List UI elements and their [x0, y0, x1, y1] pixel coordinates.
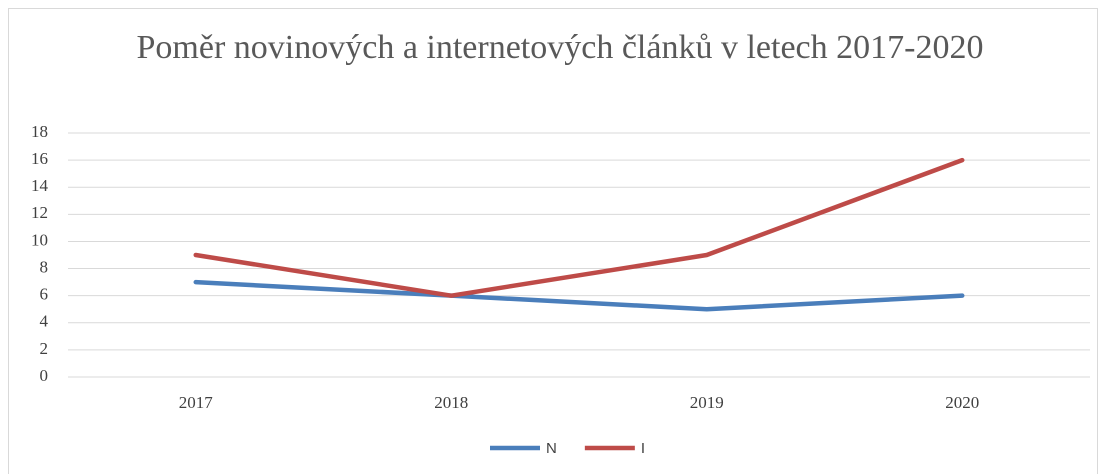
x-tick-label: 2017 — [179, 393, 214, 412]
x-tick-label: 2019 — [690, 393, 724, 412]
y-tick-label: 10 — [31, 230, 48, 249]
x-tick-label: 2020 — [945, 393, 979, 412]
y-tick-label: 16 — [31, 149, 48, 168]
y-tick-label: 4 — [40, 312, 49, 331]
y-tick-label: 2 — [40, 339, 49, 358]
y-tick-label: 18 — [31, 122, 48, 141]
legend-label: N — [546, 440, 557, 457]
chart-title: Poměr novinových a internetových článků … — [136, 29, 984, 66]
y-tick-label: 0 — [40, 366, 49, 385]
line-series — [193, 157, 965, 298]
x-tick-label: 2018 — [434, 393, 468, 412]
y-tick-label: 14 — [31, 176, 49, 195]
y-tick-label: 8 — [40, 257, 49, 276]
legend-label: I — [641, 440, 645, 457]
y-tick-label: 12 — [31, 203, 48, 222]
y-tick-label: 6 — [40, 285, 49, 304]
chart-frame — [8, 8, 1098, 474]
line-series — [193, 279, 965, 312]
